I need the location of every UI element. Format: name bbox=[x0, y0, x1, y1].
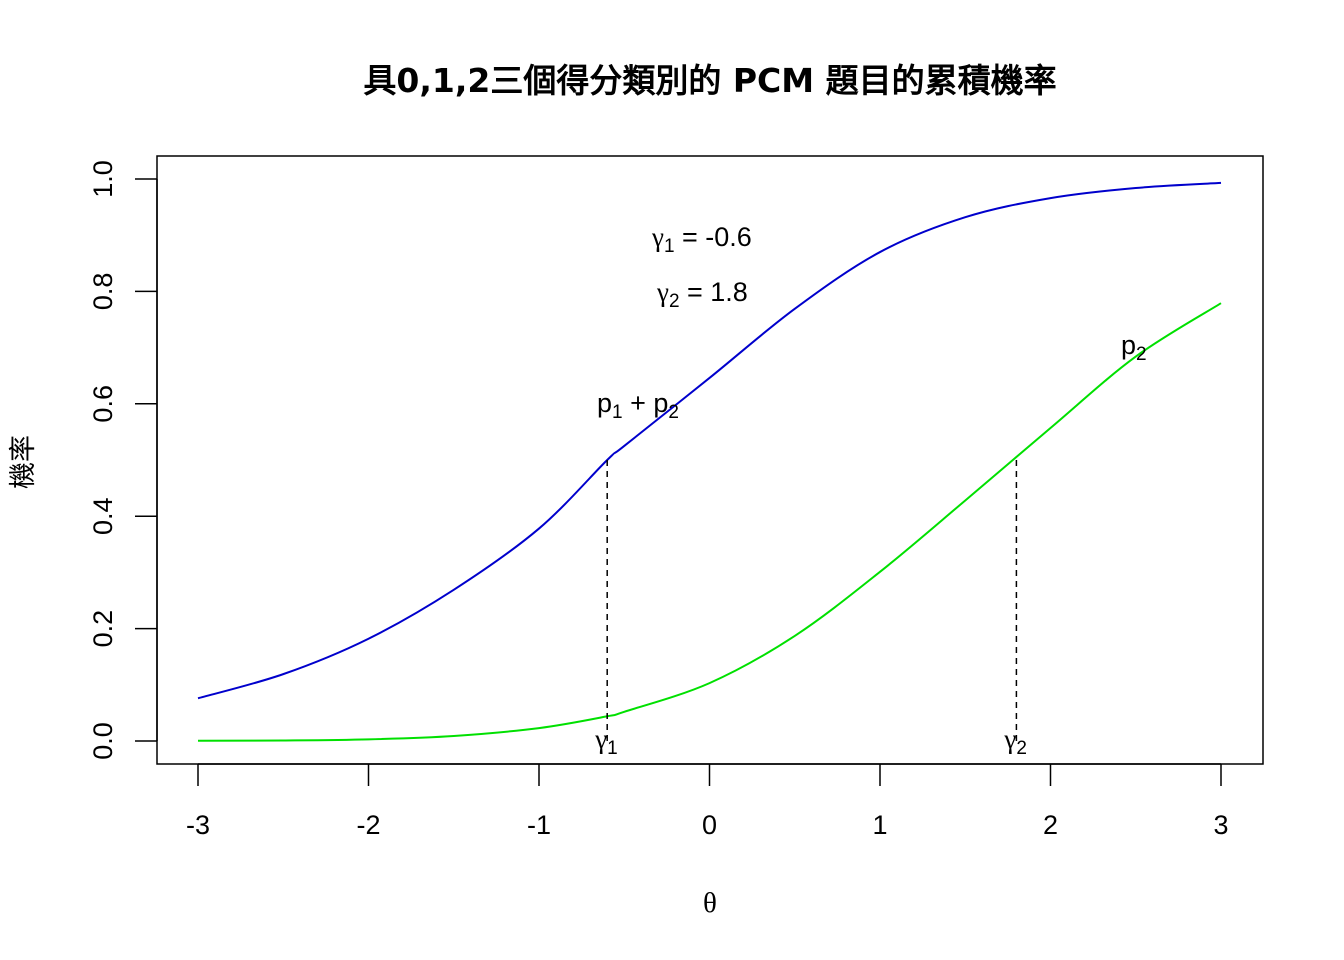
y-tick-label: 0.4 bbox=[88, 497, 118, 535]
y-tick-label: 0.6 bbox=[88, 385, 118, 423]
gamma1-axis-label: γ1 bbox=[594, 724, 618, 759]
p2-curve-label: p2 bbox=[1121, 330, 1147, 365]
cumulative-curve-label: p1 + p2 bbox=[597, 388, 679, 423]
x-tick-label: -3 bbox=[186, 810, 210, 840]
y-tick-label: 0.2 bbox=[88, 610, 118, 648]
cumulative-p1-p2-curve bbox=[197, 181, 1222, 700]
y-tick-label: 0.0 bbox=[88, 722, 118, 760]
x-tick-label: -1 bbox=[527, 810, 551, 840]
x-axis-label: θ bbox=[703, 887, 717, 919]
x-tick-label: 0 bbox=[702, 810, 717, 840]
series-layer bbox=[197, 181, 1222, 742]
gamma2-axis-label: γ2 bbox=[1003, 724, 1027, 759]
x-tick-label: -2 bbox=[356, 810, 380, 840]
gamma1-annotation: γ1 = -0.6 bbox=[651, 222, 752, 257]
chart-title: 具0,1,2三個得分類別的 PCM 題目的累積機率 bbox=[363, 61, 1056, 100]
x-tick-label: 1 bbox=[872, 810, 887, 840]
gamma2-annotation: γ2 = 1.8 bbox=[656, 277, 748, 312]
reference-lines: γ1 γ2 bbox=[594, 460, 1027, 759]
p2-curve bbox=[197, 302, 1222, 742]
y-axis-label: 機率 bbox=[8, 435, 38, 489]
y-tick-label: 1.0 bbox=[88, 160, 118, 198]
y-tick-label: 0.8 bbox=[88, 273, 118, 311]
x-tick-label: 2 bbox=[1043, 810, 1058, 840]
x-tick-label: 3 bbox=[1213, 810, 1228, 840]
y-axis: 0.0 0.2 0.4 0.6 0.8 1.0 bbox=[88, 160, 158, 760]
x-axis: -3 -2 -1 0 1 2 3 bbox=[186, 763, 1229, 840]
